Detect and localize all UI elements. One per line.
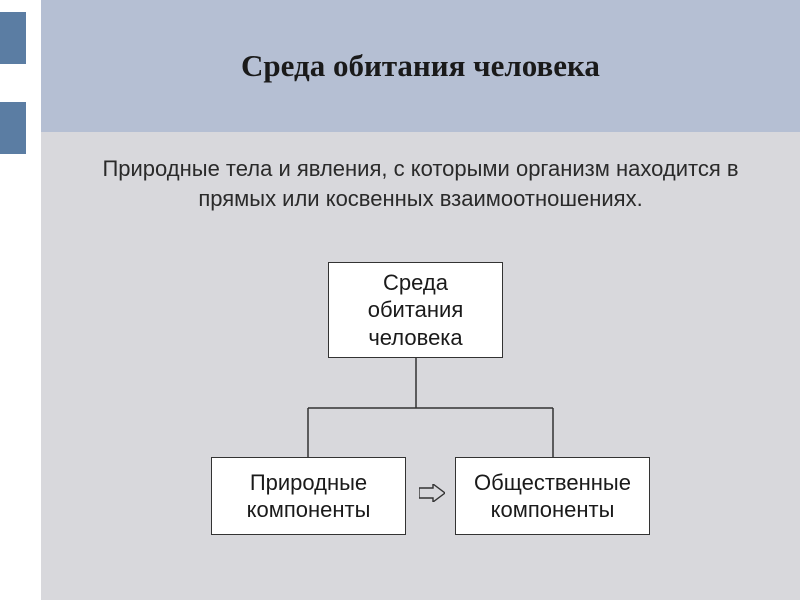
node-right: Общественные компоненты [455,457,650,535]
header-band: Среда обитания человека [41,0,800,132]
subtitle-text: Природные тела и явления, с которыми орг… [41,132,800,223]
node-label: Природные компоненты [218,469,399,524]
node-label: Общественные компоненты [462,469,643,524]
arrow-icon [418,478,446,508]
accent-tab [0,12,26,64]
accent-tab [0,102,26,154]
node-label: Среда обитания человека [335,269,496,352]
node-left: Природные компоненты [211,457,406,535]
node-root: Среда обитания человека [328,262,503,358]
page-title: Среда обитания человека [241,48,600,84]
hierarchy-diagram: Среда обитания человека Природные компон… [41,260,800,570]
content-area: Природные тела и явления, с которыми орг… [41,132,800,600]
